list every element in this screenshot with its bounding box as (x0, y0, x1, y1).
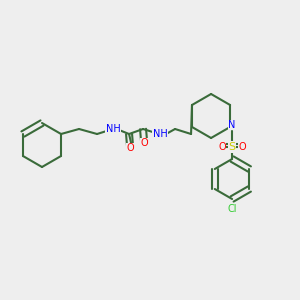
Text: N: N (228, 120, 236, 130)
Text: O: O (218, 142, 226, 152)
Text: O: O (238, 142, 246, 152)
Text: NH: NH (106, 124, 120, 134)
Text: O: O (140, 138, 148, 148)
Text: O: O (126, 143, 134, 153)
Text: Cl: Cl (227, 204, 237, 214)
Text: NH: NH (153, 129, 167, 139)
Text: S: S (229, 142, 236, 152)
